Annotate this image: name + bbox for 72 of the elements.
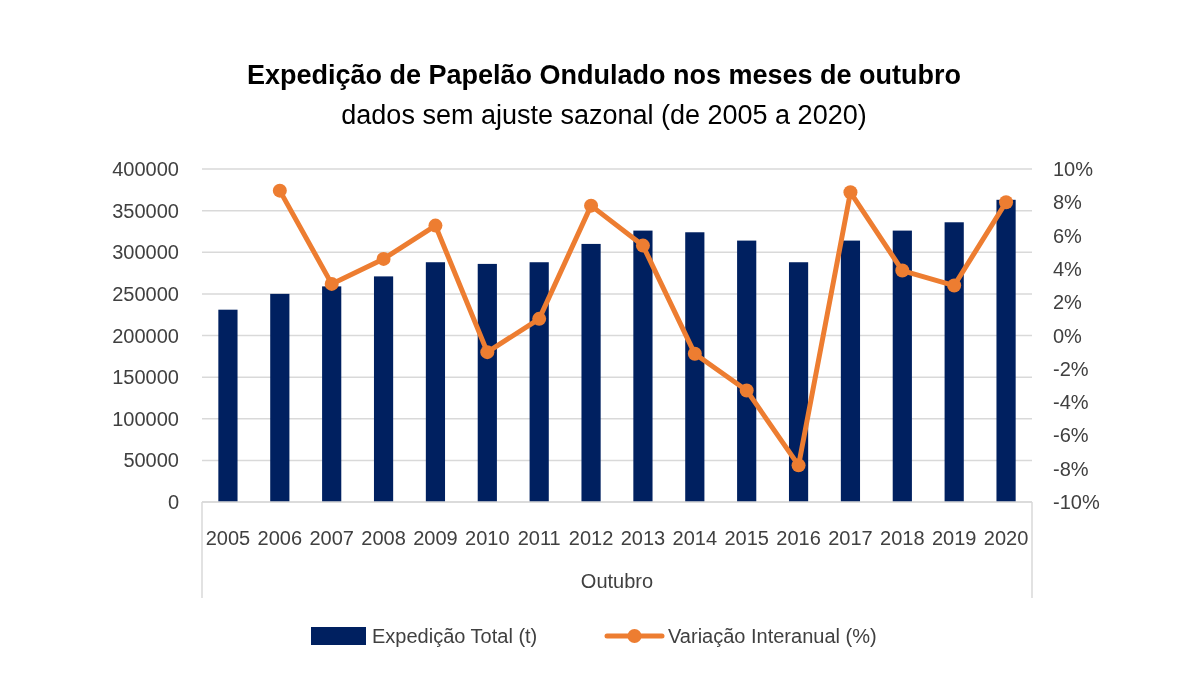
bar	[840, 240, 861, 502]
x-tick-label: 2006	[257, 527, 303, 549]
y2-tick-label: 8%	[1053, 191, 1083, 214]
bar	[581, 243, 601, 502]
y2-tick-label: 4%	[1053, 257, 1083, 280]
x-tick-label: 2007	[309, 527, 354, 549]
y-tick-label: 300000	[112, 241, 179, 264]
point	[324, 276, 339, 291]
bar	[373, 276, 394, 502]
x-tick-label: 2017	[828, 527, 873, 549]
x-tick-label: 2014	[672, 527, 718, 549]
bar	[788, 262, 809, 502]
y2-tick-label: -10%	[1053, 491, 1100, 513]
point	[687, 346, 702, 361]
y-tick-label: 350000	[112, 199, 179, 222]
x-tick-label: 2009	[413, 527, 458, 549]
chart-title: Expedição de Papelão Ondulado nos meses de outubro	[246, 60, 962, 90]
legend-label: Expedição Total (t)	[372, 625, 538, 647]
y2-tick-label: -8%	[1053, 457, 1089, 480]
bar	[892, 230, 912, 502]
point	[584, 198, 599, 213]
point	[272, 183, 287, 198]
y2-tick-label: 10%	[1053, 158, 1094, 180]
y-tick-label: 150000	[112, 366, 179, 389]
point	[999, 195, 1014, 210]
x-tick-label: 2012	[568, 527, 614, 549]
point	[947, 278, 962, 293]
y-tick-label: 400000	[112, 158, 179, 180]
bar	[218, 309, 238, 502]
y2-tick-label: -6%	[1053, 424, 1089, 447]
y2-tick-label: -2%	[1053, 357, 1089, 380]
x-tick-label: 2018	[880, 527, 925, 549]
chart-subtitle: dados sem ajuste sazonal (de 2005 a 2020)	[341, 100, 867, 130]
y2-tick-label: -4%	[1053, 391, 1089, 414]
x-tick-label: 2019	[931, 527, 977, 549]
point	[376, 251, 391, 266]
y2-tick-label: 0%	[1053, 324, 1083, 347]
point	[480, 345, 495, 360]
x-tick-label: 2013	[620, 527, 666, 549]
y-tick-label: 50000	[123, 449, 179, 472]
point	[739, 383, 754, 398]
bar	[425, 262, 446, 502]
bar	[477, 263, 497, 502]
bar	[529, 262, 549, 502]
point	[791, 458, 806, 473]
point	[532, 311, 547, 326]
y2-tick-label: 6%	[1053, 224, 1083, 247]
y-tick-label: 0	[167, 491, 179, 513]
bar	[944, 222, 964, 502]
y-tick-label: 250000	[112, 282, 179, 305]
x-tick-label: 2005	[205, 527, 251, 549]
bar	[270, 293, 290, 502]
bar	[633, 230, 653, 502]
y-tick-label: 100000	[112, 407, 179, 430]
point	[843, 185, 858, 200]
x-tick-label: 2010	[465, 527, 510, 549]
x-tick-label: 2016	[776, 527, 821, 549]
x-axis-title: Outubro	[580, 570, 654, 592]
x-tick-label: 2011	[517, 527, 561, 549]
bar	[996, 199, 1016, 502]
point	[428, 218, 443, 233]
point	[635, 238, 650, 253]
legend-label: Variação Interanual (%)	[668, 625, 877, 647]
bar	[685, 232, 705, 502]
x-tick-label: 2008	[361, 527, 406, 549]
y2-tick-label: 2%	[1053, 291, 1083, 314]
x-tick-label: 2020	[983, 527, 1029, 549]
x-tick-label: 2015	[724, 527, 769, 549]
bar	[322, 286, 342, 502]
bar	[737, 240, 757, 502]
y-tick-label: 200000	[112, 324, 179, 347]
point	[895, 263, 910, 278]
